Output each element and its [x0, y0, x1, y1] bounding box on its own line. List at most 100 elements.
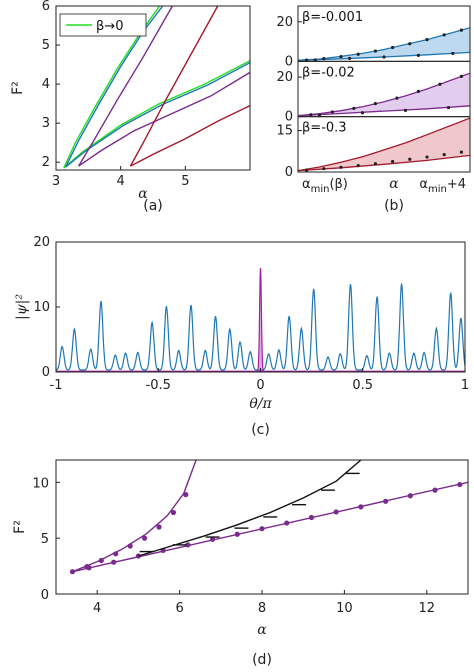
x-tick-right-b: αmin+4 [419, 177, 466, 195]
x-tick-label-c: 0.5 [352, 378, 373, 393]
data-point-b-1 [309, 113, 313, 117]
data-point-d-3 [457, 481, 463, 488]
data-point-d-3 [259, 526, 265, 532]
x-tick-label-c: 1 [461, 378, 469, 393]
data-point-b-1 [373, 102, 377, 106]
data-point-b-1 [438, 82, 442, 86]
x-axis-label-c: θ/π [249, 396, 272, 412]
y-tick-label-a: 2 [42, 155, 50, 170]
subpanel-label-b-2: β=-0.3 [302, 121, 347, 136]
data-point-b-1 [395, 96, 399, 100]
legend-box-a [59, 13, 147, 37]
data-point-b-0 [408, 42, 412, 46]
data-point-b-1 [446, 105, 451, 110]
data-point-d-3 [86, 565, 92, 571]
data-point-b-2 [425, 155, 429, 159]
x-tick-left-b-sub: min [311, 184, 330, 195]
data-point-b-0 [442, 33, 446, 37]
data-point-b-0 [459, 28, 463, 32]
y-tick-label-b: 0 [285, 165, 293, 180]
series-line-a-4 [77, 6, 174, 167]
axes-frame-b-2 [297, 116, 471, 173]
y-tick-label-a: 4 [42, 77, 50, 92]
y-axis-label-d: F² [12, 520, 28, 534]
y-tick-label-a: 3 [42, 116, 50, 131]
data-point-b-0 [373, 49, 377, 53]
series-spike-c-1 [250, 267, 271, 372]
series-line-d-0 [72, 460, 197, 573]
y-tick-label-b: 20 [276, 70, 293, 85]
data-point-b-2 [442, 152, 446, 157]
x-tick-label-d: 10 [336, 601, 353, 616]
data-point-d-1 [113, 551, 119, 557]
data-point-d-3 [209, 536, 216, 542]
series-group-d [69, 460, 468, 575]
y-tick-label-b: 15 [276, 124, 293, 139]
data-point-b-0 [356, 52, 360, 56]
y-tick-label-a: 5 [42, 38, 50, 53]
x-tick-label-c: 0 [256, 378, 264, 393]
y-tick-label-c: 0 [42, 365, 50, 380]
data-point-b-2 [391, 159, 395, 164]
data-point-d-3 [407, 493, 413, 499]
x-axis-label-b: α [389, 176, 399, 192]
data-point-b-1 [416, 89, 420, 93]
x-tick-label-c: -0.5 [146, 378, 171, 393]
series-group-c [56, 267, 465, 372]
series-line-d-4 [138, 460, 362, 557]
x-tick-label-a: 4 [117, 174, 125, 189]
data-point-b-2 [322, 167, 326, 171]
x-tick-label-d: 12 [419, 601, 436, 616]
series-group-a [63, 6, 250, 169]
y-tick-label-b: 0 [285, 110, 293, 125]
axes-frame-a [55, 5, 251, 171]
data-point-b-1 [360, 111, 365, 115]
data-point-b-2 [305, 168, 309, 172]
data-point-b-2 [356, 164, 360, 168]
lower-line-b-1 [298, 105, 470, 117]
data-point-b-1 [459, 74, 463, 78]
subpanel-b-1 [298, 72, 470, 117]
x-tick-left-b: αmin(β) [302, 177, 348, 195]
data-point-d-1 [69, 569, 76, 575]
x-axis-label-a: α [138, 186, 148, 202]
x-tick-right-b-sub: min [428, 184, 447, 195]
x-tick-right-b-rest: +4 [447, 177, 466, 192]
data-point-b-1 [317, 113, 322, 117]
data-point-b-0 [425, 37, 429, 42]
data-point-b-0 [305, 58, 309, 62]
series-line-a-7 [130, 104, 250, 167]
upper-line-b-0 [298, 27, 470, 61]
y-tick-label-c: 10 [33, 300, 50, 315]
data-point-b-0 [313, 58, 317, 62]
data-point-d-1 [170, 509, 177, 516]
subpanel-b-0 [298, 27, 470, 62]
data-point-d-1 [141, 535, 148, 541]
y-axis-label-c: |ψ|² [14, 294, 30, 320]
data-point-d-1 [98, 557, 104, 564]
series-line-a-3 [65, 61, 250, 168]
data-point-b-2 [373, 162, 377, 166]
subpanel-b-2 [298, 117, 470, 172]
x-tick-label-d: 6 [175, 601, 183, 616]
x-tick-label-d: 4 [93, 601, 101, 616]
data-point-d-3 [111, 559, 117, 565]
data-point-d-3 [308, 514, 315, 521]
caption-b: (b) [384, 198, 404, 214]
area-fill-b-0 [298, 27, 470, 61]
caption-c: (c) [251, 422, 270, 438]
subpanel-label-b-1: β=-0.02 [302, 65, 355, 80]
y-tick-label-d: 10 [32, 476, 49, 491]
data-point-b-2 [408, 157, 412, 161]
series-line-a-6 [129, 6, 219, 167]
series-line-a-5 [78, 71, 250, 167]
lower-line-b-2 [298, 154, 470, 172]
x-tick-label-a: 5 [181, 174, 189, 189]
upper-line-b-2 [298, 117, 470, 172]
data-point-b-0 [451, 51, 455, 56]
y-tick-label-b: 0 [285, 54, 293, 69]
panel-d-scatter-plot: 4 6 8 10 12 0 5 10 α F² (d) [12, 459, 469, 668]
